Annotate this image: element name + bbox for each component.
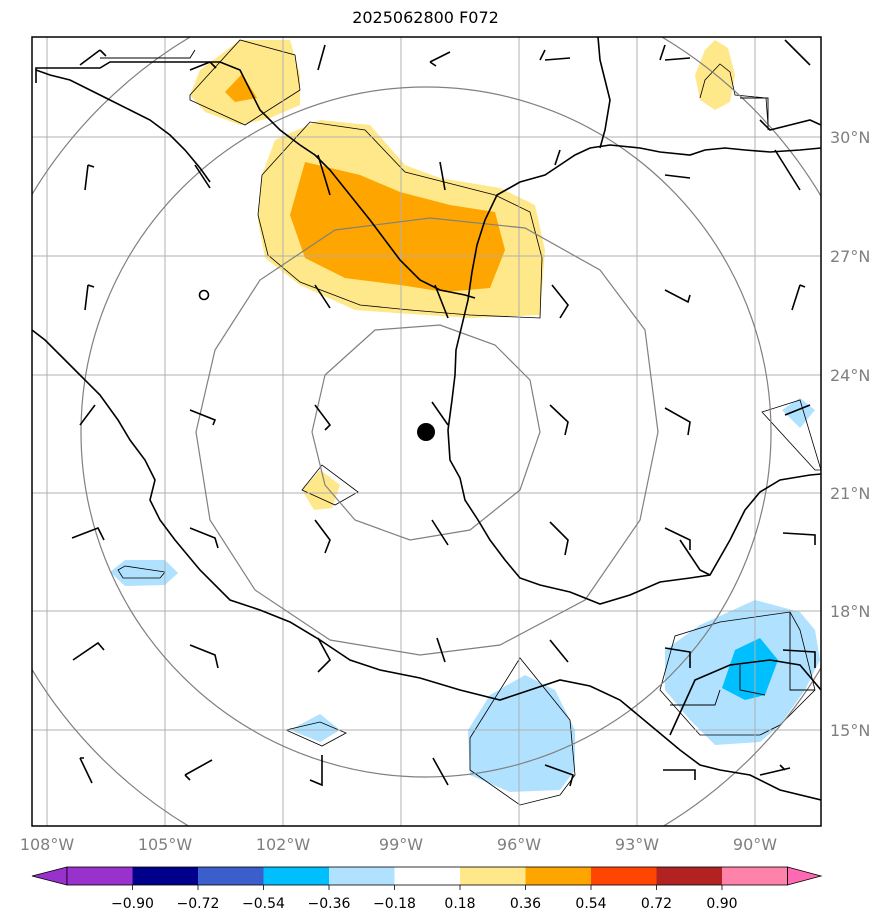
colorbar-tick-label: 0.18: [444, 896, 475, 912]
colorbar-outline: [66, 866, 788, 886]
positive-anomaly-area: [695, 40, 735, 110]
lon-label: 93°W: [615, 835, 659, 854]
colorbar-tick-label: 0.72: [641, 896, 672, 912]
lat-label: 30°N: [830, 128, 870, 147]
colorbar-tick-label: 0.54: [575, 896, 606, 912]
colorbar-segment: [394, 867, 460, 885]
state-borders: [100, 49, 815, 706]
anomaly-contours: [117, 39, 821, 806]
longitude-labels: 108°W 105°W 102°W 99°W 96°W 93°W 90°W: [20, 835, 777, 854]
strong-positive-area: [225, 74, 257, 102]
lat-label: 15°N: [830, 721, 870, 740]
lat-label: 18°N: [830, 602, 870, 621]
colorbar-segment: [460, 867, 526, 885]
colorbar-tick-label: −0.54: [242, 896, 285, 912]
colorbar-segment: [591, 867, 657, 885]
negative-anomaly-area: [782, 398, 815, 428]
colorbar-segment: [525, 867, 591, 885]
colorbar-tick-marks: [132, 885, 723, 890]
storm-center-marker: [417, 423, 435, 441]
calm-wind-circle: [198, 289, 210, 301]
shaded-anomaly-fields: [110, 40, 820, 792]
lon-label: 105°W: [138, 835, 193, 854]
lat-lon-gridlines: [32, 37, 821, 826]
colorbar-extend-high: [787, 866, 823, 886]
colorbar-tick-label: 0.36: [510, 896, 541, 912]
lon-label: 96°W: [497, 835, 541, 854]
colorbar-extend-low: [31, 866, 68, 886]
negative-anomaly-area: [290, 714, 340, 742]
lon-label: 99°W: [379, 835, 423, 854]
colorbar-segment: [329, 867, 395, 885]
latitude-labels: 30°N 27°N 24°N 21°N 18°N 15°N: [830, 128, 870, 740]
colorbar-tick-label: −0.90: [111, 896, 154, 912]
colorbar-tick-label: −0.36: [308, 896, 351, 912]
colorbar-segment: [656, 867, 722, 885]
lon-label: 108°W: [20, 835, 75, 854]
lon-label: 102°W: [256, 835, 311, 854]
map-title: 2025062800 F072: [352, 8, 499, 27]
positive-anomaly-area: [302, 470, 340, 510]
colorbar-tick-label: −0.72: [177, 896, 220, 912]
colorbar-segment: [263, 867, 329, 885]
colorbar: −0.90 −0.72 −0.54 −0.36 −0.18 0.18 0.36 …: [31, 866, 823, 912]
colorbar-tick-label: 0.90: [706, 896, 737, 912]
strong-positive-area: [290, 162, 505, 292]
range-rings: [32, 37, 821, 826]
strong-negative-area: [722, 638, 778, 700]
lat-label: 24°N: [830, 366, 870, 385]
lon-label: 90°W: [733, 835, 777, 854]
wind-barbs: [71, 39, 816, 787]
colorbar-segment: [198, 867, 264, 885]
colorbar-segment: [722, 867, 788, 885]
lat-label: 27°N: [830, 247, 870, 266]
lat-label: 21°N: [830, 484, 870, 503]
colorbar-segment: [132, 867, 198, 885]
negative-anomaly-area: [468, 675, 575, 792]
colorbar-segment: [67, 867, 133, 885]
colorbar-tick-label: −0.18: [373, 896, 416, 912]
map-frame: [31, 36, 822, 827]
